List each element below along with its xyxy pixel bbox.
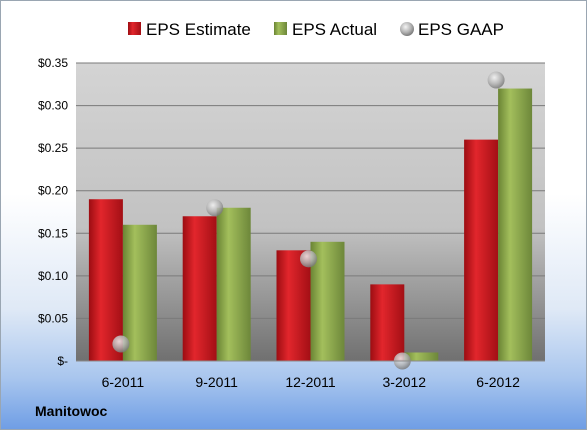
marker-eps-gaap [487,71,505,89]
bar-eps-estimate [370,284,405,361]
marker-eps-gaap [112,335,130,353]
y-tick-label: $- [57,354,68,368]
bar-eps-actual [498,88,533,362]
bar-eps-estimate [276,250,311,361]
x-tick-label: 12-2011 [285,374,336,390]
y-tick-label: $0.10 [38,269,68,283]
bar-eps-actual [122,224,157,361]
legend-label-gaap: EPS GAAP [418,20,504,39]
x-tick-label: 6-2012 [476,374,520,390]
x-tick-label: 9-2011 [195,374,238,390]
y-tick-label: $0.35 [38,56,68,70]
gaap-markers [112,71,505,370]
bar-eps-estimate [88,199,123,361]
bars [88,88,533,362]
legend-swatch-gaap [400,22,414,36]
marker-eps-gaap [206,199,224,217]
x-tick-label: 3-2012 [383,374,427,390]
legend-label-actual: EPS Actual [292,20,377,39]
legend-swatch-estimate [128,22,141,35]
bar-eps-estimate [464,139,499,361]
bar-eps-actual [404,352,439,361]
legend-swatch-actual [274,22,287,35]
y-tick-label: $0.25 [38,141,68,155]
y-tick-label: $0.15 [38,226,68,240]
y-tick-label: $0.30 [38,99,68,113]
company-name: Manitowoc [35,403,108,419]
y-axis-ticks: $- $0.05 $0.10 $0.15 $0.20 $0.25 $0.30 $0.35 [38,56,68,368]
y-tick-label: $0.20 [38,184,68,198]
bar-eps-estimate [182,216,217,361]
y-tick-label: $0.05 [38,311,68,325]
marker-eps-gaap [300,250,317,268]
x-tick-label: 6-2011 [102,374,145,390]
x-axis-labels: 6-2011 9-2011 12-2011 3-2012 6-2012 [102,374,520,390]
legend: EPS Estimate EPS Actual EPS GAAP [128,20,504,39]
bar-eps-actual [216,207,251,361]
legend-label-estimate: EPS Estimate [146,20,251,39]
